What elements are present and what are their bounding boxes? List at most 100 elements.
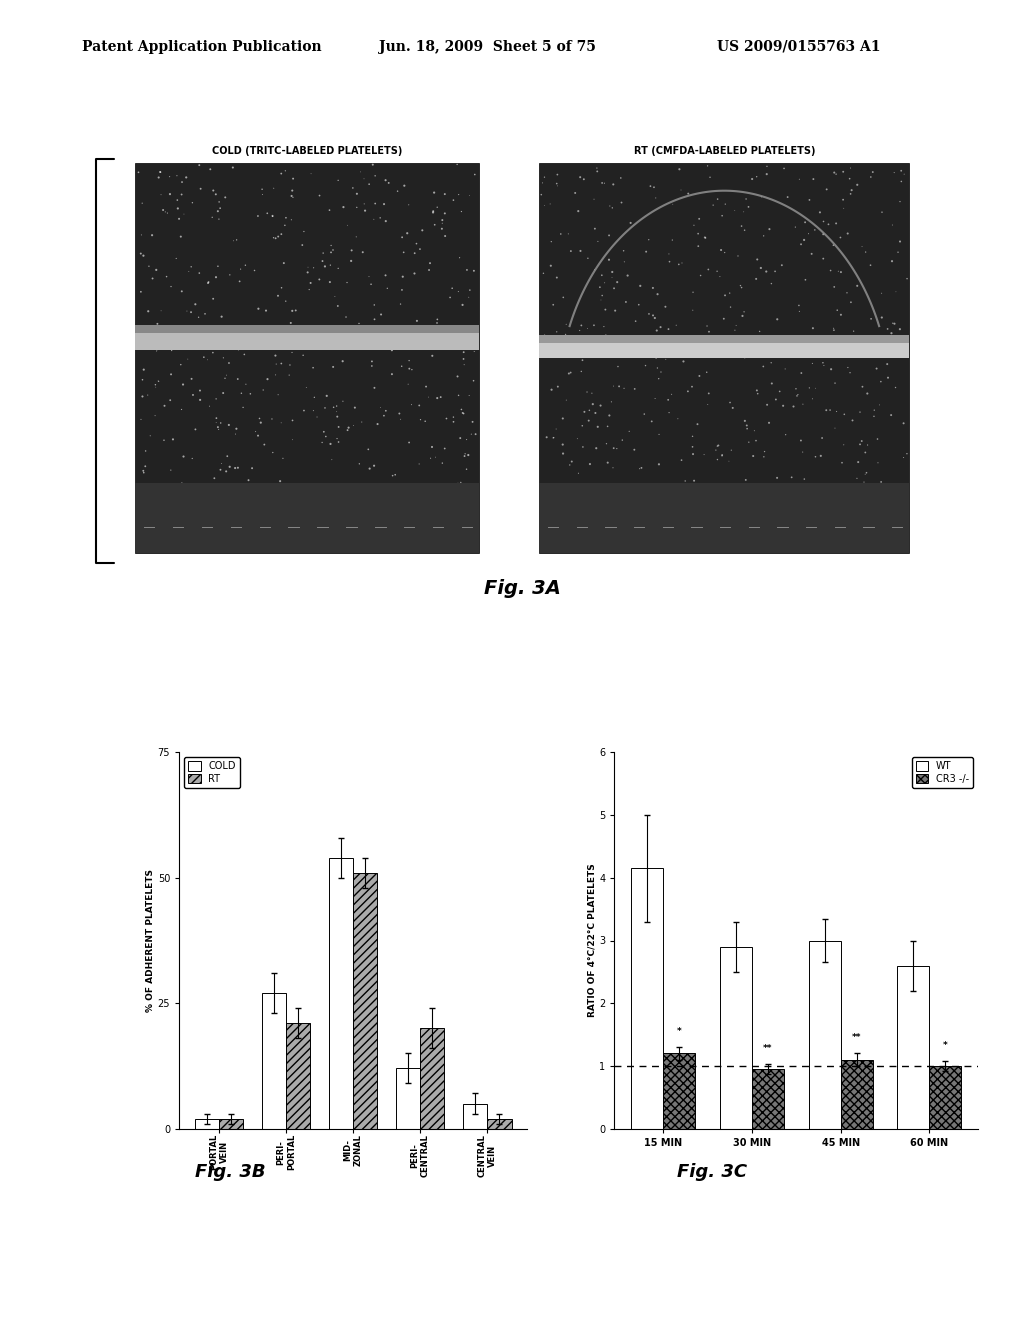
Point xyxy=(797,338,813,359)
Point xyxy=(177,335,194,356)
Point xyxy=(217,368,233,389)
Point xyxy=(303,164,319,185)
Point xyxy=(227,458,244,479)
Point xyxy=(384,465,400,486)
Point xyxy=(713,487,729,508)
Point xyxy=(330,296,346,317)
Point xyxy=(451,183,467,205)
Point xyxy=(427,214,443,235)
Point xyxy=(400,374,417,395)
Point xyxy=(134,370,151,391)
Point xyxy=(157,202,173,223)
Point xyxy=(623,213,639,234)
Point xyxy=(183,368,200,389)
Point xyxy=(259,368,275,389)
Point xyxy=(645,305,662,326)
Point xyxy=(706,528,722,549)
Point xyxy=(798,503,814,524)
Point xyxy=(294,235,310,256)
Point xyxy=(278,160,294,181)
Point xyxy=(581,411,597,432)
Point xyxy=(274,447,291,469)
Point xyxy=(286,500,302,521)
Point xyxy=(135,515,152,536)
Point xyxy=(292,512,308,533)
Point xyxy=(687,531,703,552)
Point xyxy=(740,432,757,453)
Point xyxy=(746,420,763,441)
Point xyxy=(830,260,847,281)
Point xyxy=(354,525,371,546)
Point xyxy=(759,335,775,356)
Point xyxy=(429,313,445,334)
Point xyxy=(323,242,339,263)
Text: *: * xyxy=(943,1040,948,1049)
Point xyxy=(685,335,701,356)
Point xyxy=(148,341,165,362)
Point xyxy=(642,511,658,532)
Point xyxy=(469,504,485,525)
Point xyxy=(899,523,915,544)
Point xyxy=(212,198,228,219)
Point xyxy=(635,329,651,350)
Point xyxy=(813,445,829,466)
Point xyxy=(140,301,157,322)
Point xyxy=(418,519,434,540)
Point xyxy=(426,182,442,203)
Point xyxy=(643,411,659,432)
Point xyxy=(375,496,391,517)
Point xyxy=(833,494,849,515)
Point xyxy=(607,300,624,321)
Point xyxy=(885,313,901,334)
Point xyxy=(690,503,707,524)
Point xyxy=(567,491,584,512)
Point xyxy=(700,259,717,280)
Point xyxy=(854,376,870,397)
Point xyxy=(409,310,425,331)
Point xyxy=(646,502,663,523)
Point xyxy=(647,187,664,209)
Point xyxy=(827,164,844,185)
Point xyxy=(580,248,596,269)
Point xyxy=(132,243,148,264)
Point xyxy=(208,183,224,205)
Point xyxy=(562,240,579,261)
Point xyxy=(757,441,773,462)
Point xyxy=(254,183,270,205)
Point xyxy=(840,494,856,515)
Point xyxy=(409,234,425,255)
Point xyxy=(335,197,351,218)
Legend: COLD, RT: COLD, RT xyxy=(184,758,240,788)
Bar xyxy=(663,1053,695,1129)
Point xyxy=(593,289,609,310)
Point xyxy=(837,404,853,425)
Point xyxy=(139,384,156,405)
Point xyxy=(259,337,275,358)
Point xyxy=(562,362,579,383)
Point xyxy=(254,321,270,342)
Point xyxy=(620,265,636,286)
Point xyxy=(777,424,794,445)
Point xyxy=(869,453,886,474)
Point xyxy=(306,507,323,528)
Point xyxy=(833,227,849,248)
Point xyxy=(389,181,406,202)
Point xyxy=(445,412,462,433)
Point xyxy=(648,347,665,368)
Point xyxy=(605,438,622,459)
Point xyxy=(775,536,792,557)
Bar xyxy=(287,1023,310,1129)
Bar xyxy=(752,1069,783,1129)
Point xyxy=(274,520,291,541)
Point xyxy=(194,496,210,517)
Point xyxy=(792,169,808,190)
Point xyxy=(681,491,697,512)
Point xyxy=(857,242,873,263)
Point xyxy=(722,282,738,304)
Point xyxy=(338,477,354,498)
Point xyxy=(674,450,690,471)
Point xyxy=(456,354,472,375)
Point xyxy=(613,191,630,213)
Point xyxy=(330,257,346,279)
Point xyxy=(557,323,573,345)
